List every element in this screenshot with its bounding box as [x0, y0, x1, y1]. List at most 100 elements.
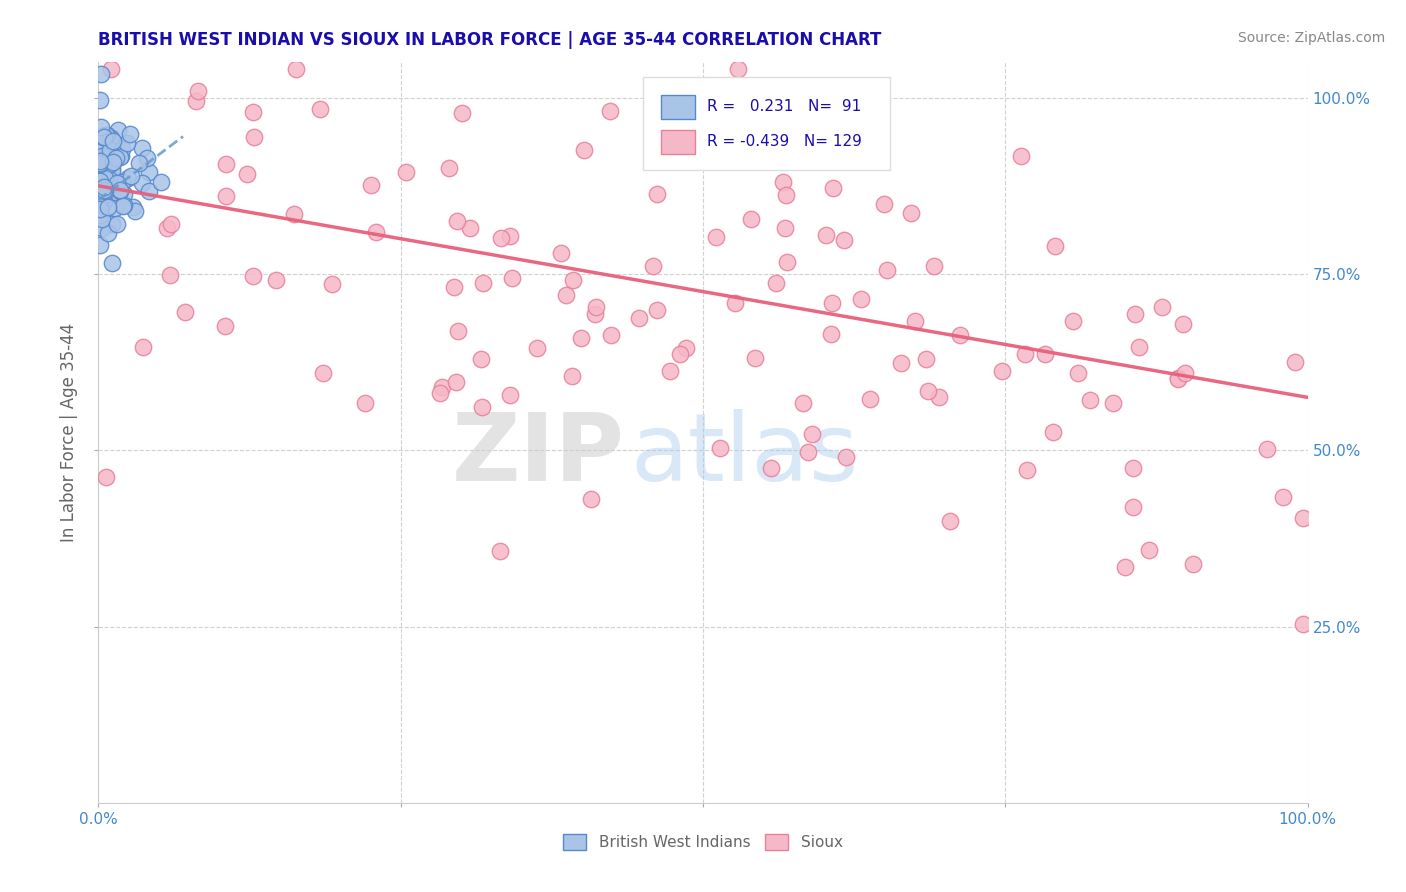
Point	[187, 84, 209, 98]
Point	[100, 217, 122, 231]
Point	[93, 136, 115, 151]
Point	[499, 387, 522, 401]
Point	[599, 103, 621, 118]
Point	[96, 182, 118, 196]
Point	[562, 272, 585, 286]
Point	[90, 162, 112, 177]
Point	[138, 184, 160, 198]
Point	[214, 157, 236, 171]
Point	[1122, 460, 1144, 475]
Point	[1014, 347, 1036, 361]
Point	[321, 277, 343, 291]
Point	[1174, 366, 1197, 380]
Point	[675, 341, 697, 355]
Point	[97, 200, 120, 214]
Text: R =   0.231   N=  91: R = 0.231 N= 91	[707, 99, 860, 114]
Point	[90, 163, 112, 178]
Point	[1292, 510, 1315, 524]
Point	[90, 120, 112, 134]
Point	[91, 170, 114, 185]
Point	[1123, 307, 1146, 321]
Point	[443, 280, 465, 294]
Point	[353, 395, 375, 409]
Point	[89, 238, 111, 252]
Point	[242, 268, 264, 283]
Point	[928, 390, 950, 404]
Point	[89, 186, 111, 201]
Point	[132, 340, 155, 354]
Point	[131, 176, 153, 190]
Point	[658, 140, 681, 154]
Point	[101, 163, 124, 178]
Point	[775, 188, 797, 202]
Point	[184, 94, 207, 108]
Point	[692, 82, 714, 96]
Point	[801, 427, 824, 442]
Point	[472, 276, 495, 290]
Point	[1256, 442, 1278, 457]
Point	[93, 166, 115, 180]
Point	[89, 154, 111, 169]
Point	[645, 302, 668, 317]
Point	[111, 175, 134, 189]
Point	[1182, 558, 1205, 572]
Point	[214, 319, 236, 334]
Point	[90, 212, 112, 227]
Point	[105, 176, 128, 190]
Point	[90, 221, 112, 235]
Point	[100, 62, 122, 77]
Point	[108, 150, 131, 164]
Point	[773, 221, 796, 235]
Point	[97, 184, 120, 198]
Point	[1137, 543, 1160, 558]
Point	[309, 103, 332, 117]
Point	[100, 161, 122, 175]
Point	[890, 356, 912, 370]
Point	[284, 62, 307, 77]
Point	[709, 442, 731, 456]
Point	[569, 331, 592, 345]
Point	[89, 174, 111, 188]
Point	[105, 152, 128, 166]
Point	[1167, 371, 1189, 385]
Point	[283, 206, 305, 220]
Point	[89, 202, 111, 216]
Point	[727, 62, 749, 77]
Point	[242, 104, 264, 119]
Point	[89, 94, 111, 108]
Point	[550, 246, 572, 260]
Point	[94, 128, 117, 143]
Point	[1271, 490, 1294, 504]
Point	[120, 169, 142, 183]
Point	[156, 220, 179, 235]
Point	[849, 292, 872, 306]
Point	[744, 351, 766, 365]
Point	[1101, 396, 1123, 410]
Point	[90, 67, 112, 81]
Point	[94, 185, 117, 199]
Point	[647, 186, 669, 201]
Text: Source: ZipAtlas.com: Source: ZipAtlas.com	[1237, 31, 1385, 45]
Point	[89, 198, 111, 212]
Point	[821, 180, 844, 194]
Point	[108, 184, 131, 198]
Point	[600, 327, 623, 342]
Point	[444, 375, 467, 389]
Point	[90, 202, 112, 217]
Point	[94, 168, 117, 182]
Point	[98, 186, 121, 200]
Point	[1173, 317, 1195, 331]
Point	[93, 179, 115, 194]
Y-axis label: In Labor Force | Age 35-44: In Labor Force | Age 35-44	[60, 323, 79, 542]
Point	[89, 183, 111, 197]
Point	[772, 175, 794, 189]
Point	[243, 129, 266, 144]
Point	[96, 128, 118, 142]
Text: atlas: atlas	[630, 409, 859, 500]
Point	[583, 307, 606, 321]
Point	[797, 444, 820, 458]
Point	[1167, 372, 1189, 386]
Point	[150, 175, 173, 189]
Point	[821, 295, 844, 310]
Bar	[661, 130, 695, 153]
